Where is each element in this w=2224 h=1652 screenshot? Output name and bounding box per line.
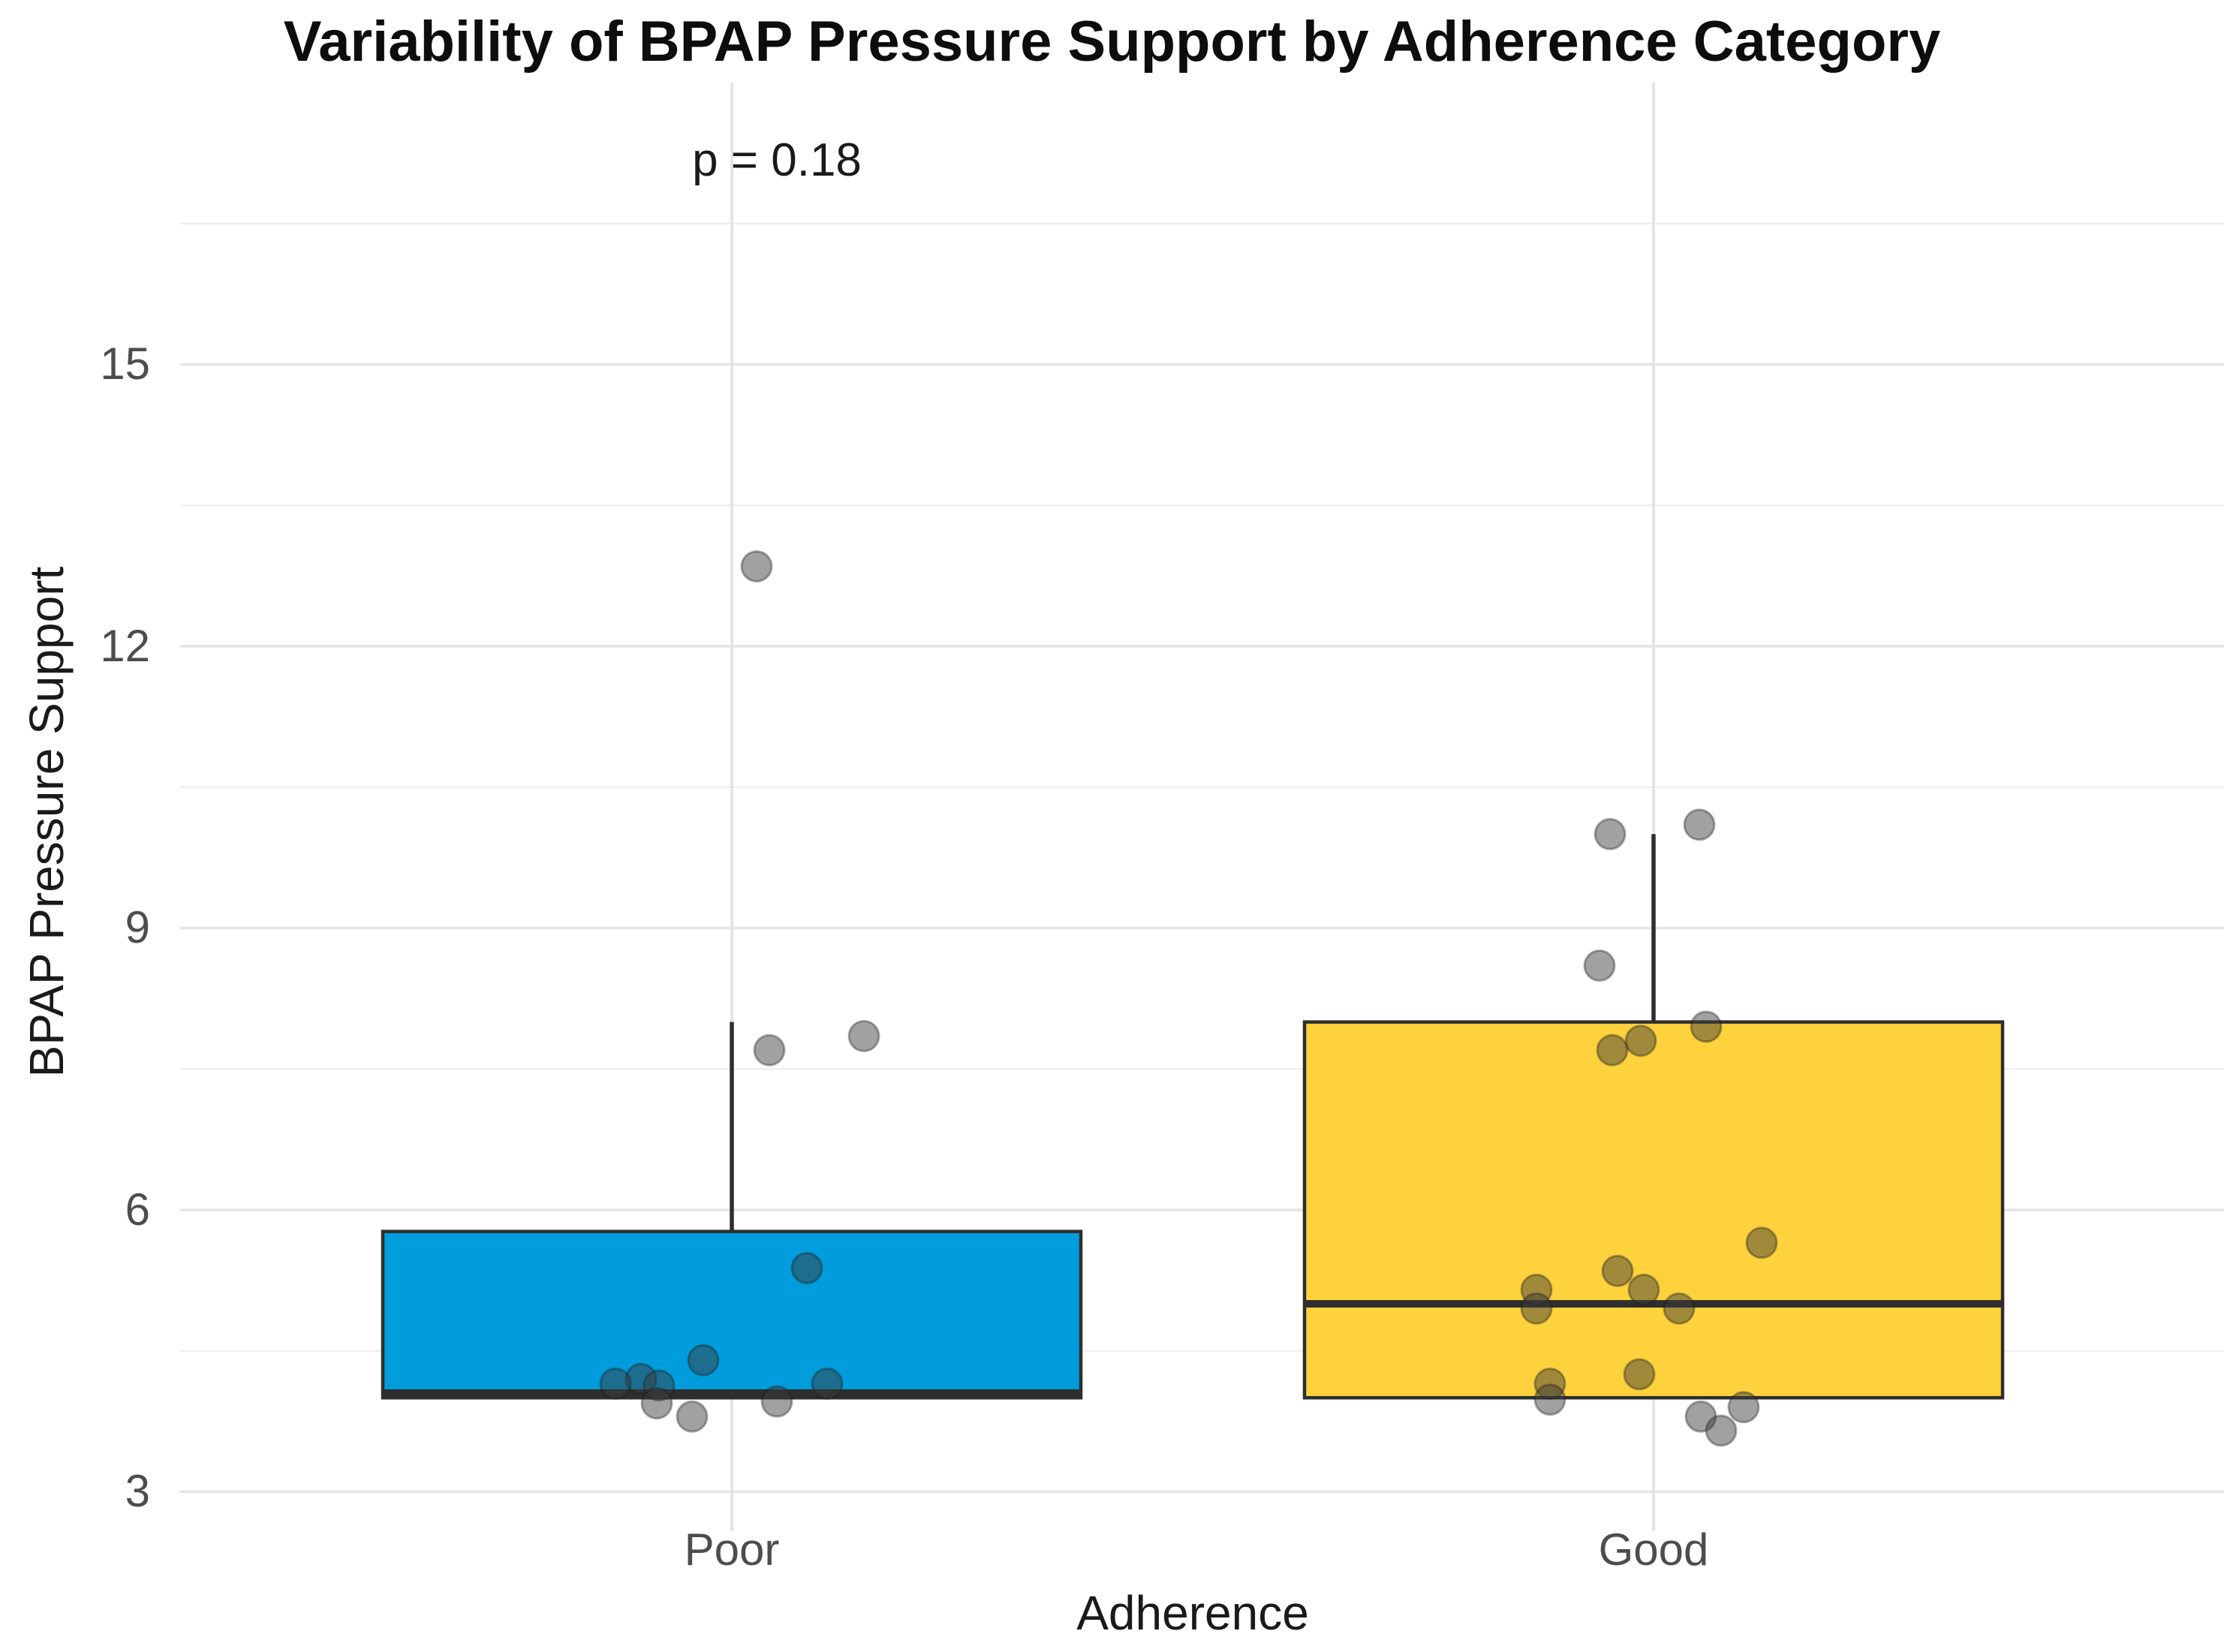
jitter-point-poor [740, 550, 773, 583]
jitter-point-good [1663, 1292, 1696, 1325]
y-tick-label: 9 [125, 902, 150, 953]
jitter-point-good [1690, 1010, 1723, 1043]
jitter-point-good [1601, 1254, 1634, 1287]
jitter-point-poor [624, 1362, 658, 1395]
y-tick-label: 15 [100, 339, 150, 390]
jitter-point-good [1627, 1273, 1660, 1306]
p-value-annotation: p = 0.18 [692, 134, 862, 186]
box-good [1302, 1020, 2005, 1400]
jitter-point-good [1594, 817, 1627, 850]
y-tick-label: 6 [125, 1184, 150, 1235]
jitter-point-good [1745, 1226, 1778, 1259]
y-tick-label: 12 [100, 620, 150, 671]
jitter-point-good [1623, 1358, 1656, 1391]
jitter-point-good [1705, 1414, 1738, 1447]
jitter-point-poor [753, 1034, 786, 1067]
y-tick-label: 3 [125, 1466, 150, 1517]
box-poor [381, 1229, 1083, 1400]
jitter-point-poor [687, 1344, 720, 1377]
chart-title: Variability of BPAP Pressure Support by … [283, 10, 1941, 74]
jitter-point-good [1624, 1025, 1657, 1058]
jitter-point-good [1533, 1367, 1566, 1400]
jitter-point-poor [790, 1252, 823, 1285]
x-axis-title: Adherence [1076, 1586, 1309, 1640]
jitter-point-good [1596, 1034, 1629, 1067]
jitter-point-good [1683, 808, 1716, 841]
jitter-point-poor [599, 1367, 632, 1400]
jitter-point-poor [643, 1369, 676, 1402]
jitter-point-poor [760, 1385, 793, 1418]
x-tick-label-poor: Poor [684, 1524, 780, 1575]
jitter-point-poor [811, 1367, 844, 1400]
jitter-point-good [1583, 949, 1616, 982]
jitter-point-good [1520, 1273, 1553, 1306]
jitter-point-good [1684, 1400, 1717, 1433]
jitter-point-good [1520, 1292, 1553, 1325]
jitter-point-poor [640, 1387, 673, 1420]
jitter-point-poor [847, 1019, 880, 1052]
jitter-point-good [1533, 1383, 1566, 1416]
jitter-point-good [1727, 1391, 1760, 1424]
x-tick-label-good: Good [1598, 1524, 1709, 1575]
jitter-point-poor [676, 1400, 709, 1433]
